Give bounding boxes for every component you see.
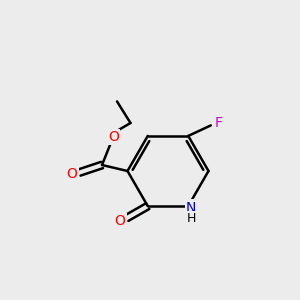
Text: O: O [108, 130, 119, 144]
Text: O: O [115, 214, 126, 228]
Text: H: H [187, 212, 196, 225]
Text: N: N [186, 201, 196, 214]
Text: F: F [214, 116, 222, 130]
Text: O: O [67, 167, 77, 181]
